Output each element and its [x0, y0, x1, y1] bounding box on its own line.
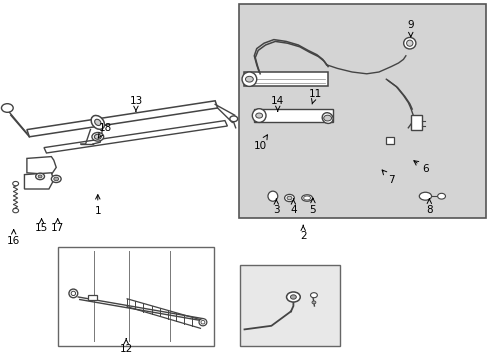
Ellipse shape — [418, 192, 431, 200]
Circle shape — [245, 76, 253, 82]
Circle shape — [54, 177, 59, 181]
Ellipse shape — [71, 291, 76, 296]
Ellipse shape — [301, 195, 312, 201]
Text: 5: 5 — [309, 198, 316, 215]
Text: 6: 6 — [413, 161, 428, 174]
Circle shape — [311, 301, 315, 304]
Polygon shape — [27, 157, 56, 175]
Bar — [254, 109, 332, 122]
Text: 3: 3 — [272, 199, 279, 215]
Text: 7: 7 — [381, 170, 394, 185]
Circle shape — [286, 196, 291, 200]
Text: 11: 11 — [308, 89, 322, 104]
Bar — [239, 265, 339, 346]
Bar — [238, 4, 485, 218]
Circle shape — [286, 292, 300, 302]
Bar — [410, 115, 421, 130]
Circle shape — [38, 175, 42, 178]
Text: 10: 10 — [254, 135, 267, 151]
Ellipse shape — [252, 109, 265, 122]
Text: 17: 17 — [51, 219, 64, 233]
Ellipse shape — [242, 72, 256, 86]
Ellipse shape — [406, 40, 412, 46]
Circle shape — [13, 208, 19, 213]
Circle shape — [1, 104, 13, 112]
Text: 9: 9 — [407, 20, 413, 37]
Circle shape — [94, 134, 101, 139]
Text: 4: 4 — [289, 199, 296, 215]
Ellipse shape — [303, 196, 310, 200]
Text: 12: 12 — [119, 339, 133, 354]
Ellipse shape — [95, 119, 101, 126]
Text: 15: 15 — [35, 219, 48, 233]
Text: 2: 2 — [299, 225, 306, 241]
Text: 8: 8 — [425, 199, 432, 215]
Circle shape — [92, 132, 103, 141]
Ellipse shape — [69, 289, 78, 298]
Circle shape — [13, 181, 19, 186]
Circle shape — [36, 173, 44, 180]
Circle shape — [437, 193, 445, 199]
Bar — [386, 137, 393, 144]
Text: 18: 18 — [98, 123, 112, 138]
Polygon shape — [44, 121, 227, 153]
Ellipse shape — [403, 37, 415, 49]
Circle shape — [323, 115, 331, 121]
Circle shape — [255, 113, 262, 118]
Circle shape — [310, 293, 317, 298]
Text: 13: 13 — [129, 96, 142, 111]
Ellipse shape — [91, 116, 104, 129]
Ellipse shape — [201, 320, 204, 324]
Circle shape — [229, 116, 237, 122]
Circle shape — [284, 194, 294, 202]
Text: 16: 16 — [7, 230, 20, 246]
Polygon shape — [27, 101, 217, 137]
Bar — [58, 247, 214, 346]
Text: 1: 1 — [94, 195, 101, 216]
Ellipse shape — [267, 191, 277, 201]
Ellipse shape — [322, 113, 332, 123]
Text: 14: 14 — [270, 96, 284, 111]
Bar — [244, 72, 327, 86]
Polygon shape — [24, 173, 54, 189]
Ellipse shape — [199, 319, 206, 326]
Circle shape — [51, 175, 61, 183]
Circle shape — [290, 295, 296, 299]
Bar — [88, 295, 97, 300]
